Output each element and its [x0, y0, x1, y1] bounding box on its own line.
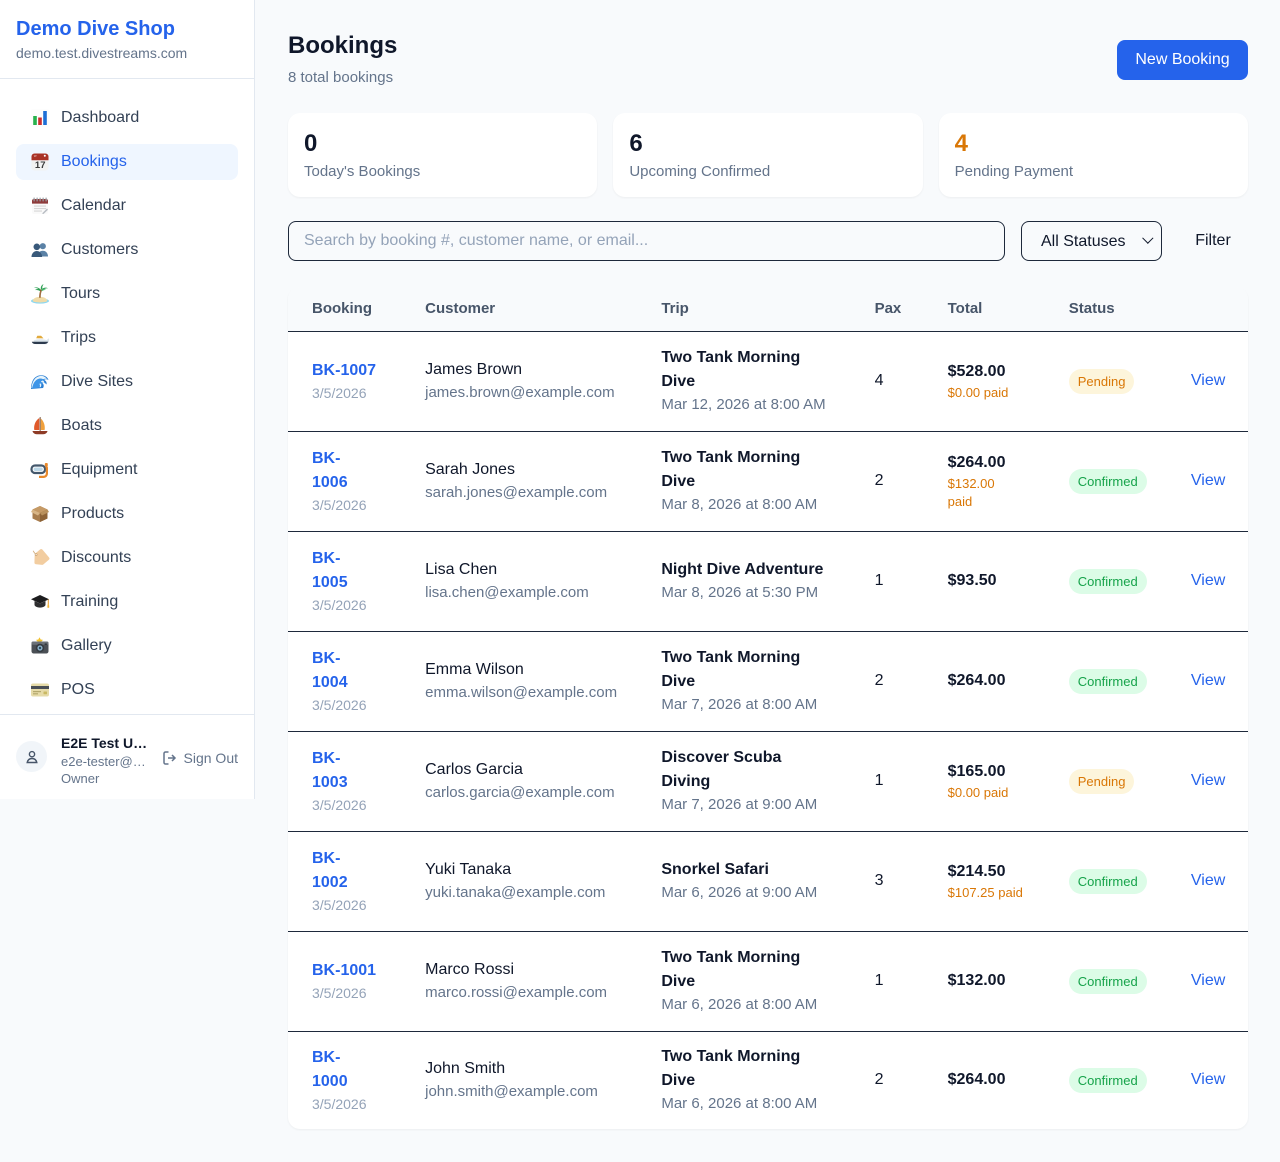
- svg-text:17: 17: [35, 160, 46, 171]
